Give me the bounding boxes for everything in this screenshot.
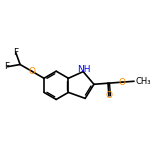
Text: CH₃: CH₃	[135, 77, 151, 86]
Text: O: O	[28, 67, 35, 76]
Text: F: F	[5, 62, 10, 71]
Text: F: F	[13, 48, 18, 57]
Text: O: O	[119, 78, 126, 87]
Text: O: O	[105, 91, 112, 100]
Text: NH: NH	[77, 65, 90, 74]
